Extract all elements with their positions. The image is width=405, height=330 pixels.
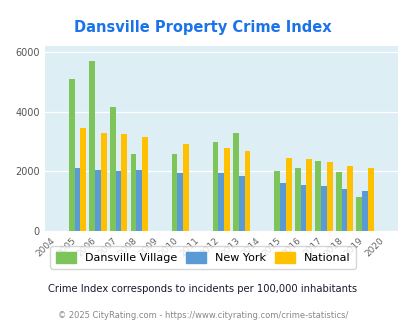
Bar	[218, 173, 224, 231]
Bar	[110, 107, 115, 231]
Bar	[130, 153, 136, 231]
Text: Crime Index corresponds to incidents per 100,000 inhabitants: Crime Index corresponds to incidents per…	[48, 284, 357, 294]
Bar	[305, 159, 311, 231]
Bar	[121, 134, 127, 231]
Bar	[335, 172, 341, 231]
Bar	[326, 162, 332, 231]
Text: Dansville Property Crime Index: Dansville Property Crime Index	[74, 20, 331, 35]
Bar	[136, 171, 142, 231]
Bar	[347, 166, 352, 231]
Bar	[294, 168, 300, 231]
Bar	[115, 171, 121, 231]
Bar	[80, 128, 86, 231]
Bar	[89, 61, 95, 231]
Bar	[285, 158, 291, 231]
Bar	[244, 151, 250, 231]
Bar	[177, 173, 183, 231]
Bar	[238, 176, 244, 231]
Bar	[95, 170, 101, 231]
Bar	[69, 79, 75, 231]
Bar	[232, 133, 238, 231]
Bar	[274, 171, 279, 231]
Legend: Dansville Village, New York, National: Dansville Village, New York, National	[50, 247, 355, 269]
Text: © 2025 CityRating.com - https://www.cityrating.com/crime-statistics/: © 2025 CityRating.com - https://www.city…	[58, 312, 347, 320]
Bar	[356, 197, 361, 231]
Bar	[101, 133, 107, 231]
Bar	[315, 161, 320, 231]
Bar	[279, 183, 285, 231]
Bar	[320, 186, 326, 231]
Bar	[142, 137, 147, 231]
Bar	[367, 168, 373, 231]
Bar	[341, 189, 347, 231]
Bar	[212, 142, 218, 231]
Bar	[171, 153, 177, 231]
Bar	[224, 148, 229, 231]
Bar	[183, 144, 188, 231]
Bar	[300, 184, 305, 231]
Bar	[75, 168, 80, 231]
Bar	[361, 191, 367, 231]
